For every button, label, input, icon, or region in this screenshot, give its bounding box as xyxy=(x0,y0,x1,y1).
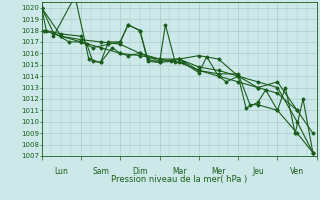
Text: Ven: Ven xyxy=(290,167,304,176)
Text: Lun: Lun xyxy=(54,167,68,176)
Text: Mer: Mer xyxy=(211,167,226,176)
X-axis label: Pression niveau de la mer( hPa ): Pression niveau de la mer( hPa ) xyxy=(111,175,247,184)
Text: Dim: Dim xyxy=(132,167,148,176)
Text: Sam: Sam xyxy=(92,167,109,176)
Text: Mar: Mar xyxy=(172,167,187,176)
Text: Jeu: Jeu xyxy=(252,167,264,176)
